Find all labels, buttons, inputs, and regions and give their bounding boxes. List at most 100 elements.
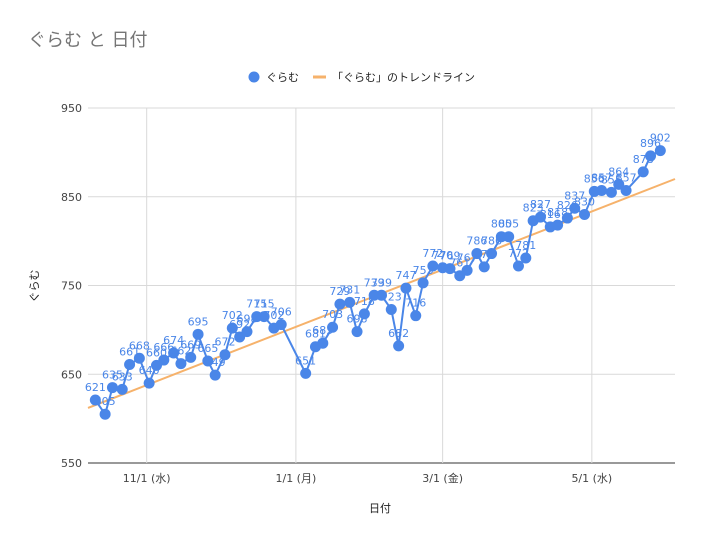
data-label: 605 [95, 395, 116, 408]
data-label: 823 [523, 202, 544, 215]
data-label: 718 [354, 295, 375, 308]
data-label: 830 [574, 196, 595, 209]
data-point [192, 328, 204, 340]
data-label: 816 [540, 208, 561, 221]
data-label: 715 [254, 298, 275, 311]
data-point [116, 383, 128, 395]
data-label: 739 [364, 276, 385, 289]
data-point [209, 369, 221, 381]
data-label: 715 [246, 298, 267, 311]
data-label: 878 [633, 153, 654, 166]
y-axis-ticks: 550 650 750 850 950 [61, 102, 82, 470]
data-label: 706 [271, 306, 292, 319]
data-point [461, 264, 473, 276]
data-point [143, 377, 155, 389]
data-label: 772 [508, 247, 529, 260]
data-label: 662 [170, 345, 191, 358]
data-point [654, 145, 666, 157]
data-point [300, 367, 312, 379]
data-label: 669 [180, 338, 201, 351]
data-label: 771 [474, 248, 495, 261]
data-point [503, 231, 515, 243]
data-label: 660 [146, 346, 167, 359]
data-label: 674 [163, 334, 184, 347]
data-label: 666 [153, 341, 174, 354]
data-point [605, 186, 617, 198]
data-point [334, 298, 346, 310]
data-point [579, 209, 591, 220]
data-point [385, 303, 397, 315]
data-label: 827 [530, 198, 551, 211]
data-point [327, 321, 339, 333]
data-point [486, 248, 498, 260]
data-point [258, 311, 270, 323]
data-point [99, 408, 111, 420]
data-label: 781 [515, 239, 536, 252]
chart-title: ぐらむ と 日付 [28, 30, 147, 51]
data-label: 856 [584, 172, 605, 185]
legend-series-marker [248, 71, 260, 83]
series-layer [89, 145, 666, 420]
data-point [552, 219, 564, 231]
legend-trend-label: 「ぐらむ」のトレンドライン [332, 71, 475, 84]
data-label: 682 [388, 327, 409, 340]
data-point [620, 185, 632, 197]
data-label: 769 [439, 250, 460, 263]
data-point [512, 260, 524, 272]
data-label: 786 [466, 235, 487, 248]
data-point [478, 261, 490, 273]
y-tick-label: 850 [61, 191, 82, 204]
data-point [133, 352, 145, 364]
data-label: 702 [222, 309, 243, 322]
x-tick-label: 5/1 (水) [571, 472, 612, 485]
y-tick-label: 750 [61, 280, 82, 293]
data-label: 685 [312, 324, 333, 337]
y-axis-title: ぐらむ [28, 270, 41, 303]
data-label: 681 [305, 328, 326, 341]
data-point [376, 289, 387, 301]
data-label: 857 [616, 172, 637, 185]
data-point [351, 326, 363, 338]
data-label: 695 [188, 315, 209, 328]
data-label: 633 [112, 370, 133, 383]
data-label: 826 [557, 199, 578, 212]
data-label: 698 [236, 313, 257, 326]
data-label: 698 [347, 313, 368, 326]
data-point [520, 252, 532, 264]
data-label: 665 [197, 342, 218, 355]
data-point [226, 322, 238, 334]
data-label: 729 [329, 285, 350, 298]
data-label: 896 [640, 137, 661, 150]
data-point [185, 351, 197, 363]
data-point [241, 326, 253, 338]
data-label: 805 [498, 218, 519, 231]
data-label: 668 [129, 339, 150, 352]
data-label: 857 [591, 172, 612, 185]
data-point [175, 358, 187, 370]
data-point [317, 337, 329, 349]
data-point [400, 282, 412, 294]
legend-series-label: ぐらむ [266, 71, 299, 84]
data-label: 772 [422, 247, 443, 260]
data-point [393, 340, 405, 352]
legend: ぐらむ 「ぐらむ」のトレンドライン [248, 71, 475, 84]
data-point [444, 263, 456, 275]
data-label: 770 [432, 249, 453, 262]
y-tick-label: 650 [61, 368, 82, 381]
x-axis-ticks: 11/1 (水) 1/1 (月) 3/1 (金) 5/1 (水) [123, 471, 612, 485]
data-point [417, 277, 429, 289]
data-point [561, 212, 573, 224]
data-point [219, 349, 231, 361]
data-label: 805 [491, 218, 512, 231]
data-point [471, 248, 483, 260]
data-point [569, 202, 581, 214]
data-point [89, 394, 101, 406]
data-label: 818 [547, 206, 568, 219]
data-point [596, 185, 608, 197]
data-label: 855 [601, 173, 622, 186]
data-label: 716 [405, 297, 426, 310]
data-label: 672 [214, 336, 235, 349]
data-label: 864 [608, 165, 629, 178]
